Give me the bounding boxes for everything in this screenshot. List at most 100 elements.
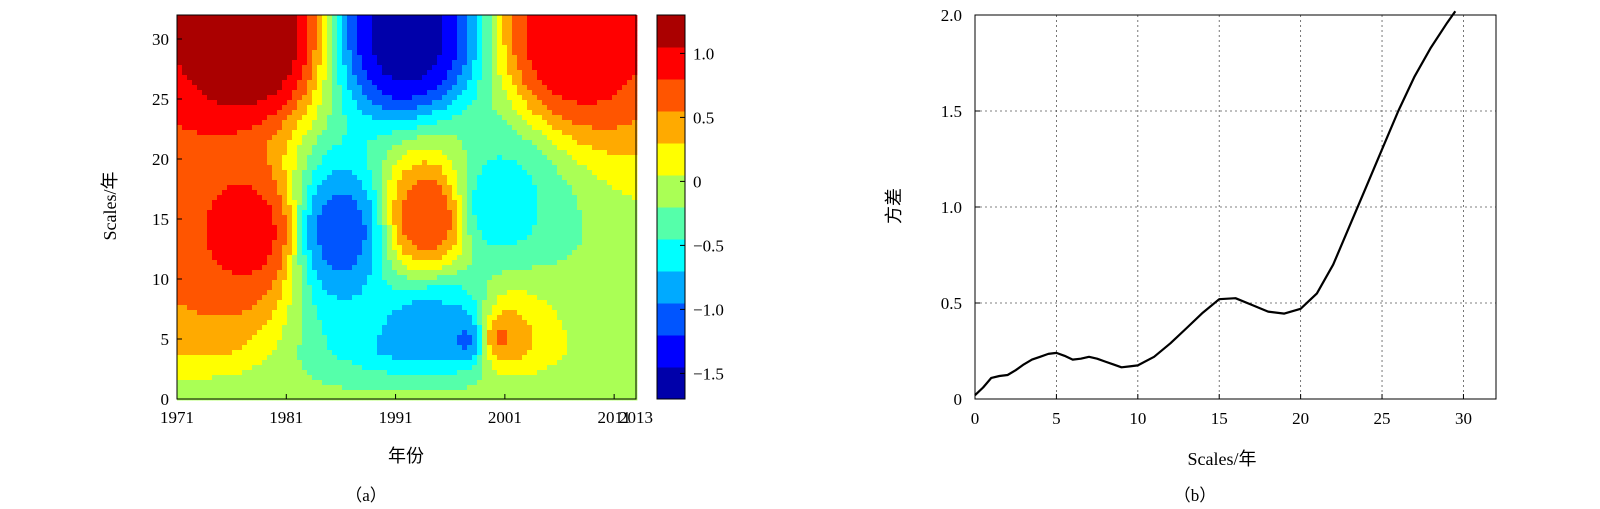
heatmap-cell [607,40,613,46]
heatmap-cell [417,155,423,161]
heatmap-cell [182,225,188,231]
heatmap-cell [597,225,603,231]
heatmap-cell [422,145,428,151]
heatmap-cell [367,65,373,71]
heatmap-cell [377,150,383,156]
heatmap-cell [477,65,483,71]
heatmap-cell [577,200,583,206]
heatmap-cell [352,155,358,161]
heatmap-cell [327,205,333,211]
heatmap-cell [477,145,483,151]
heatmap-cell [592,220,598,226]
heatmap-cell [237,25,243,31]
heatmap-cell [342,50,348,56]
heatmap-cell [337,265,343,271]
heatmap-cell [377,125,383,131]
heatmap-cell [557,225,563,231]
heatmap-cell [202,60,208,66]
heatmap-cell [297,190,303,196]
heatmap-cell [562,135,568,141]
heatmap-cell [407,15,413,21]
heatmap-cell [562,190,568,196]
heatmap-cell [237,135,243,141]
heatmap-cell [287,35,293,41]
heatmap-cell [197,25,203,31]
heatmap-cell [282,230,288,236]
heatmap-cell [607,80,613,86]
heatmap-cell [407,270,413,276]
heatmap-cell [472,220,478,226]
heatmap-cell [302,75,308,81]
heatmap-cell [477,225,483,231]
heatmap-cell [197,175,203,181]
heatmap-cell [542,215,548,221]
heatmap-cell [307,225,313,231]
heatmap-cell [442,255,448,261]
heatmap-cell [192,110,198,116]
heatmap-cell [497,185,503,191]
heatmap-cell [182,100,188,106]
heatmap-cell [467,270,473,276]
heatmap-cell [507,200,513,206]
heatmap-cell [292,185,298,191]
heatmap-cell [467,215,473,221]
heatmap-cell [357,175,363,181]
heatmap-cell [182,285,188,291]
heatmap-cell [257,265,263,271]
heatmap-cell [557,280,563,286]
heatmap-cell [382,200,388,206]
heatmap-cell [187,265,193,271]
heatmap-cell [337,105,343,111]
heatmap-cell [442,55,448,61]
heatmap-cell [217,255,223,261]
heatmap-cell [427,45,433,51]
heatmap-cell [477,230,483,236]
heatmap-cell [272,20,278,26]
heatmap-cell [337,160,343,166]
heatmap-cell [602,80,608,86]
heatmap-cell [282,40,288,46]
heatmap-cell [572,195,578,201]
heatmap-cell [567,205,573,211]
heatmap-cell [177,250,183,256]
heatmap-cell [237,205,243,211]
heatmap-cell [582,70,588,76]
heatmap-cell [377,135,383,141]
heatmap-cell [542,265,548,271]
heatmap-cell [482,40,488,46]
heatmap-cell [297,225,303,231]
heatmap-cell [582,205,588,211]
heatmap-cell [522,260,528,266]
heatmap-cell [547,215,553,221]
heatmap-cell [532,245,538,251]
heatmap-cell [607,275,613,281]
heatmap-cell [352,185,358,191]
heatmap-cell [337,135,343,141]
heatmap-cell [202,25,208,31]
heatmap-cell [297,65,303,71]
heatmap-cell [392,85,398,91]
heatmap-cell [437,210,443,216]
heatmap-cell [367,125,373,131]
heatmap-cell [357,115,363,121]
heatmap-cell [177,220,183,226]
heatmap-cell [287,25,293,31]
heatmap-cell [472,200,478,206]
heatmap-cell [592,180,598,186]
heatmap-cell [457,245,463,251]
heatmap-cell [452,65,458,71]
heatmap-cell [612,240,618,246]
heatmap-cell [617,100,623,106]
heatmap-cell [462,150,468,156]
heatmap-cell [237,235,243,241]
heatmap-cell [267,45,273,51]
heatmap-cell [437,90,443,96]
heatmap-cell [252,285,258,291]
heatmap-cell [537,80,543,86]
heatmap-cell [427,155,433,161]
heatmap-cell [237,30,243,36]
heatmap-cell [367,270,373,276]
heatmap-cell [397,265,403,271]
heatmap-cell [352,15,358,21]
heatmap-cell [397,120,403,126]
